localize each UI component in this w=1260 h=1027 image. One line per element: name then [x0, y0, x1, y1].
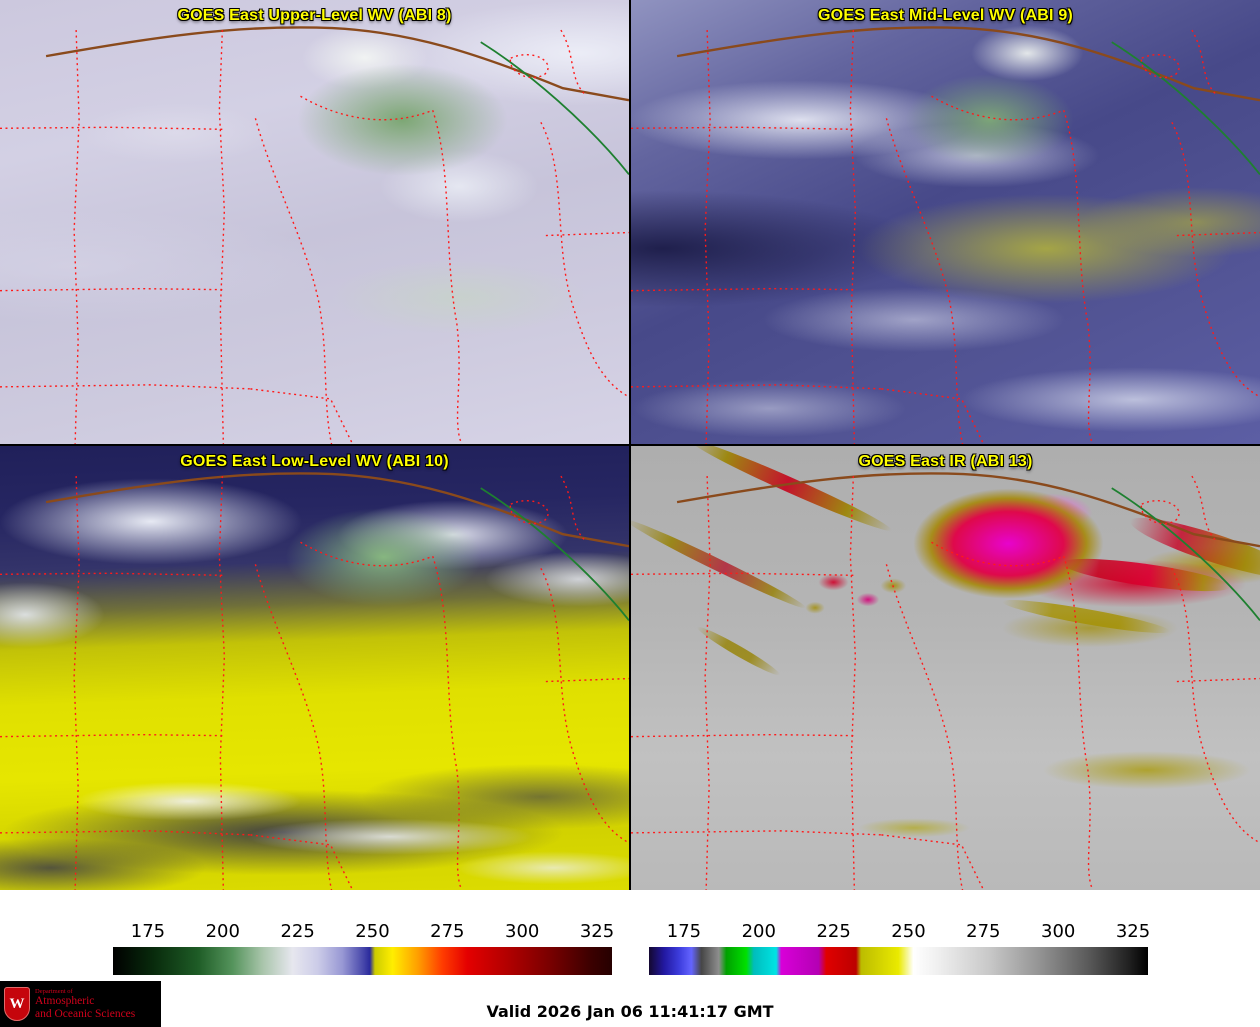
logo-line-2: and Oceanic Sciences	[35, 1007, 136, 1020]
panel-title-abi8: GOES East Upper-Level WV (ABI 8)	[177, 7, 452, 24]
ir-colorbar-gradient	[649, 947, 1148, 975]
ir-colorbar: 175 200 225 250 275 300 325	[649, 921, 1151, 975]
ir-cloud-streak	[1000, 594, 1172, 639]
ir-colorbar-ticks: 175 200 225 250 275 300 325	[649, 921, 1151, 947]
uw-aos-logo: W Department of Atmospheric and Oceanic …	[0, 981, 161, 1027]
colorbar-tick: 175	[666, 921, 702, 942]
panel-upper-level-wv: GOES East Upper-Level WV (ABI 8)	[0, 0, 629, 444]
ir-cloud-cluster	[799, 566, 914, 624]
logo-line-1: Atmospheric	[35, 995, 95, 1008]
colorbar-tick: 325	[579, 921, 615, 942]
uw-crest-icon: W	[4, 987, 30, 1021]
colorbar-tick: 275	[966, 921, 1001, 942]
panel-mid-level-wv: GOES East Mid-Level WV (ABI 9)	[631, 0, 1260, 444]
map-boundaries-overlay	[631, 472, 1260, 890]
panel-ir: GOES East IR (ABI 13)	[631, 446, 1260, 890]
crest-letter: W	[9, 995, 25, 1012]
valid-time: Valid 2026 Jan 06 11:41:17 GMT	[486, 1002, 774, 1021]
panel-title-abi13: GOES East IR (ABI 13)	[858, 453, 1033, 470]
map-boundaries-overlay	[0, 472, 629, 890]
panel-title-abi10: GOES East Low-Level WV (ABI 10)	[180, 453, 449, 470]
logo-text: Department of Atmospheric and Oceanic Sc…	[35, 988, 135, 1020]
wv-colorbar-gradient	[113, 947, 612, 975]
colorbar-tick: 300	[1040, 921, 1076, 942]
colorbar-tick: 275	[430, 921, 465, 942]
colorbar-tick: 175	[130, 921, 166, 942]
panel-low-level-wv: GOES East Low-Level WV (ABI 10)	[0, 446, 629, 890]
colorbar-tick: 250	[355, 921, 390, 942]
map-boundaries-overlay	[0, 26, 629, 444]
colorbar-tick: 325	[1115, 921, 1151, 942]
panel-title-abi9: GOES East Mid-Level WV (ABI 9)	[818, 7, 1073, 24]
satellite-panel-grid: GOES East Upper-Level WV (ABI 8) GOES Ea…	[0, 0, 1260, 890]
logo-dept-line: Department of	[35, 988, 73, 996]
colorbar-tick: 200	[741, 921, 776, 942]
colorbar-tick: 200	[205, 921, 240, 942]
colorbar-tick: 250	[891, 921, 926, 942]
wv-colorbar-ticks: 175 200 225 250 275 300 325	[113, 921, 615, 947]
colorbar-tick: 225	[816, 921, 851, 942]
wv-colorbar: 175 200 225 250 275 300 325	[113, 921, 615, 975]
colorbar-tick: 225	[280, 921, 315, 942]
ir-cloud-streak	[631, 514, 809, 614]
colorbar-tick: 300	[504, 921, 540, 942]
ir-cloud-streak	[694, 622, 783, 680]
map-boundaries-overlay	[631, 26, 1260, 444]
